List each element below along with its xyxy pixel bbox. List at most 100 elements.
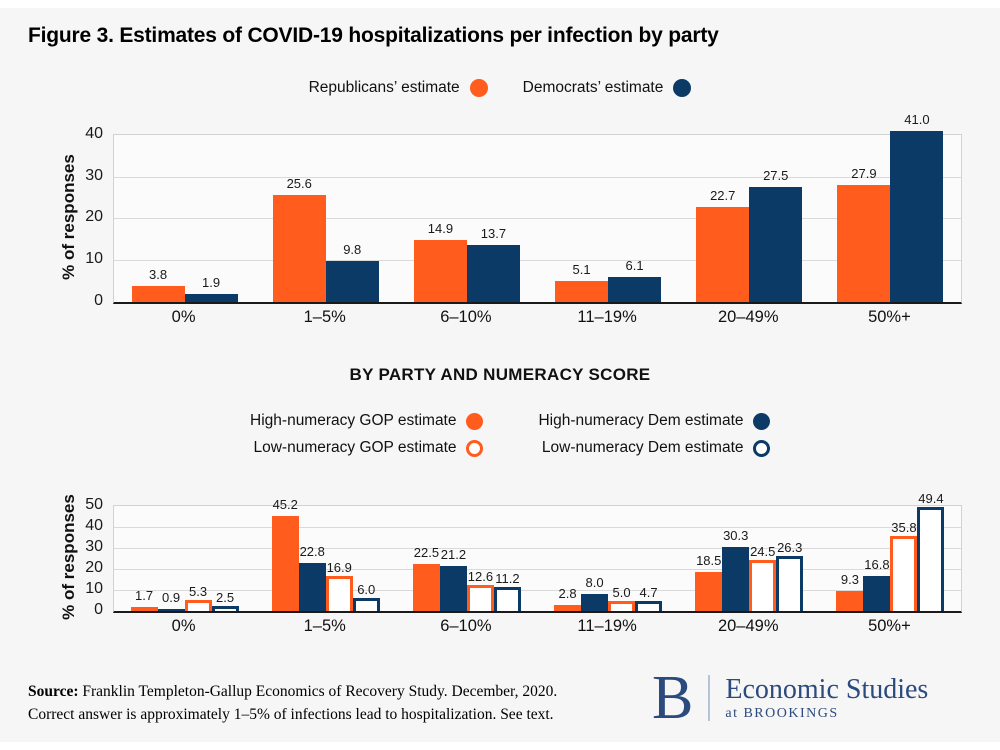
logo-wordmark: Economic Studies at BROOKINGS <box>725 674 928 722</box>
bar-value-label: 30.3 <box>723 528 749 544</box>
bar-value-label: 22.7 <box>710 188 736 204</box>
bar-value-label: 24.5 <box>750 543 776 559</box>
brookings-logo: B Economic Studies at BROOKINGS <box>652 664 928 732</box>
legend-label: Republicans’ estimate <box>308 79 460 96</box>
bar-group: 18.5 30.3 24.5 26.3 <box>679 506 820 611</box>
top-margin <box>0 0 1000 8</box>
top-chart-x-labels: 0% 1–5% 6–10% 11–19% 20–49% 50%+ <box>113 308 960 332</box>
bar: 5.3 <box>184 584 212 611</box>
bar-value-label: 6.1 <box>625 257 644 273</box>
bar: 2.5 <box>211 590 239 611</box>
bar-value-label: 49.4 <box>918 491 944 507</box>
source-label: Source: <box>28 683 79 700</box>
orange-circle-icon <box>469 79 488 97</box>
grid-line <box>114 260 961 262</box>
x-category-label: 0% <box>171 617 196 635</box>
legend-label: Low-numeracy GOP estimate <box>253 439 457 456</box>
bar-group: 5.1 6.1 <box>538 135 679 302</box>
bottom-chart-plot-area: 1.7 0.9 5.3 2.5 45.2 22.8 16.9 6.0 22.5 21.2 12.6 1… <box>113 491 962 613</box>
y-tick-label: 20 <box>85 559 103 576</box>
y-tick-label: 10 <box>85 580 103 597</box>
bottom-chart-legend: High-numeracy GOP estimate High-numeracy… <box>0 412 1000 457</box>
bar: 8.0 <box>581 575 609 611</box>
bar-group: 22.5 21.2 12.6 11.2 <box>396 506 537 611</box>
grid-line <box>114 569 961 570</box>
bar-value-label: 25.6 <box>286 176 312 191</box>
x-category-label: 6–10% <box>440 308 492 326</box>
bar: 22.7 <box>696 188 750 302</box>
bar: 41.0 <box>890 112 944 302</box>
bar: 6.1 <box>608 258 662 302</box>
legend-item-high-gop: High-numeracy GOP estimate <box>231 412 483 430</box>
bar: 14.9 <box>413 221 467 302</box>
bar-group: 45.2 22.8 16.9 6.0 <box>255 497 396 611</box>
bar-value-label: 2.5 <box>216 589 235 605</box>
bar-value-label: 3.8 <box>149 267 168 283</box>
x-category-label: 11–19% <box>577 308 637 326</box>
bar: 27.5 <box>749 168 803 302</box>
x-category-label: 50%+ <box>868 308 911 326</box>
x-category-label: 1–5% <box>303 617 346 635</box>
bar-value-label: 14.9 <box>427 220 454 236</box>
x-category-label: 1–5% <box>303 308 346 326</box>
x-category-label: 50%+ <box>868 617 911 635</box>
bar: 27.9 <box>837 166 891 302</box>
y-tick-label: 50 <box>85 496 103 513</box>
y-tick-label: 0 <box>94 601 103 618</box>
bar-value-label: 5.1 <box>572 261 591 277</box>
bar: 16.9 <box>325 560 353 611</box>
navy-circle-icon <box>752 412 770 430</box>
brookings-b-mark-icon: B <box>652 664 694 732</box>
y-tick-label: 40 <box>85 517 103 534</box>
bar: 30.3 <box>722 528 750 611</box>
navy-outline-circle-icon <box>752 439 770 457</box>
bar-value-label: 0.9 <box>162 590 181 606</box>
bar-value-label: 35.8 <box>891 519 917 535</box>
top-chart-legend: Republicans’ estimate Democrats’ estimat… <box>0 79 1000 97</box>
bar: 22.8 <box>298 544 326 611</box>
bar-value-label: 2.8 <box>558 586 577 602</box>
source-note: Source: Franklin Templeton-Gallup Econom… <box>28 680 628 726</box>
legend-item-republicans: Republicans’ estimate <box>309 79 488 97</box>
bar-value-label: 21.2 <box>440 547 467 563</box>
bar: 13.7 <box>466 226 520 302</box>
source-text: Franklin Templeton-Gallup Economics of R… <box>78 683 558 700</box>
bar-value-label: 16.8 <box>864 556 890 572</box>
figure-title: Figure 3. Estimates of COVID-19 hospital… <box>28 24 719 47</box>
bar-value-label: 18.5 <box>696 553 722 569</box>
bar: 45.2 <box>271 497 299 611</box>
bar: 24.5 <box>749 544 777 611</box>
bar: 1.9 <box>184 275 238 302</box>
bar-group: 25.6 9.8 <box>255 135 396 302</box>
grid-line <box>114 548 961 549</box>
bar: 16.8 <box>863 557 891 611</box>
legend-row-low-numeracy: Low-numeracy GOP estimate Low-numeracy D… <box>231 439 770 457</box>
bar-value-label: 9.8 <box>343 242 362 258</box>
y-tick-label: 20 <box>85 208 103 226</box>
bar: 35.8 <box>890 520 918 611</box>
y-tick-label: 10 <box>85 250 103 268</box>
bar-value-label: 12.6 <box>467 568 494 584</box>
bar-value-label: 26.3 <box>777 539 803 555</box>
bar-value-label: 16.9 <box>326 559 352 575</box>
bar: 18.5 <box>695 553 723 611</box>
bar: 3.8 <box>131 267 185 302</box>
bar-value-label: 11.2 <box>495 571 520 587</box>
bar-value-label: 1.7 <box>135 588 154 604</box>
legend-label: Democrats’ estimate <box>522 79 664 96</box>
bar-group: 1.7 0.9 5.3 2.5 <box>114 506 255 611</box>
logo-org-name: at BROOKINGS <box>725 705 839 721</box>
bar-group: 9.3 16.8 35.8 49.4 <box>820 491 961 611</box>
legend-item-low-dem: Low-numeracy Dem estimate <box>518 439 770 457</box>
x-category-label: 20–49% <box>717 308 779 326</box>
bar: 5.0 <box>608 585 636 611</box>
legend-item-democrats: Democrats’ estimate <box>523 79 692 97</box>
bar: 21.2 <box>439 547 467 611</box>
bottom-chart-subtitle: BY PARTY AND NUMERACY SCORE <box>349 365 651 384</box>
bar-value-label: 22.8 <box>299 544 325 560</box>
orange-outline-circle-icon <box>465 439 483 457</box>
bar: 12.6 <box>466 569 494 611</box>
bar-value-label: 22.5 <box>413 544 440 560</box>
orange-circle-icon <box>465 412 483 430</box>
bar-value-label: 5.0 <box>612 584 631 600</box>
